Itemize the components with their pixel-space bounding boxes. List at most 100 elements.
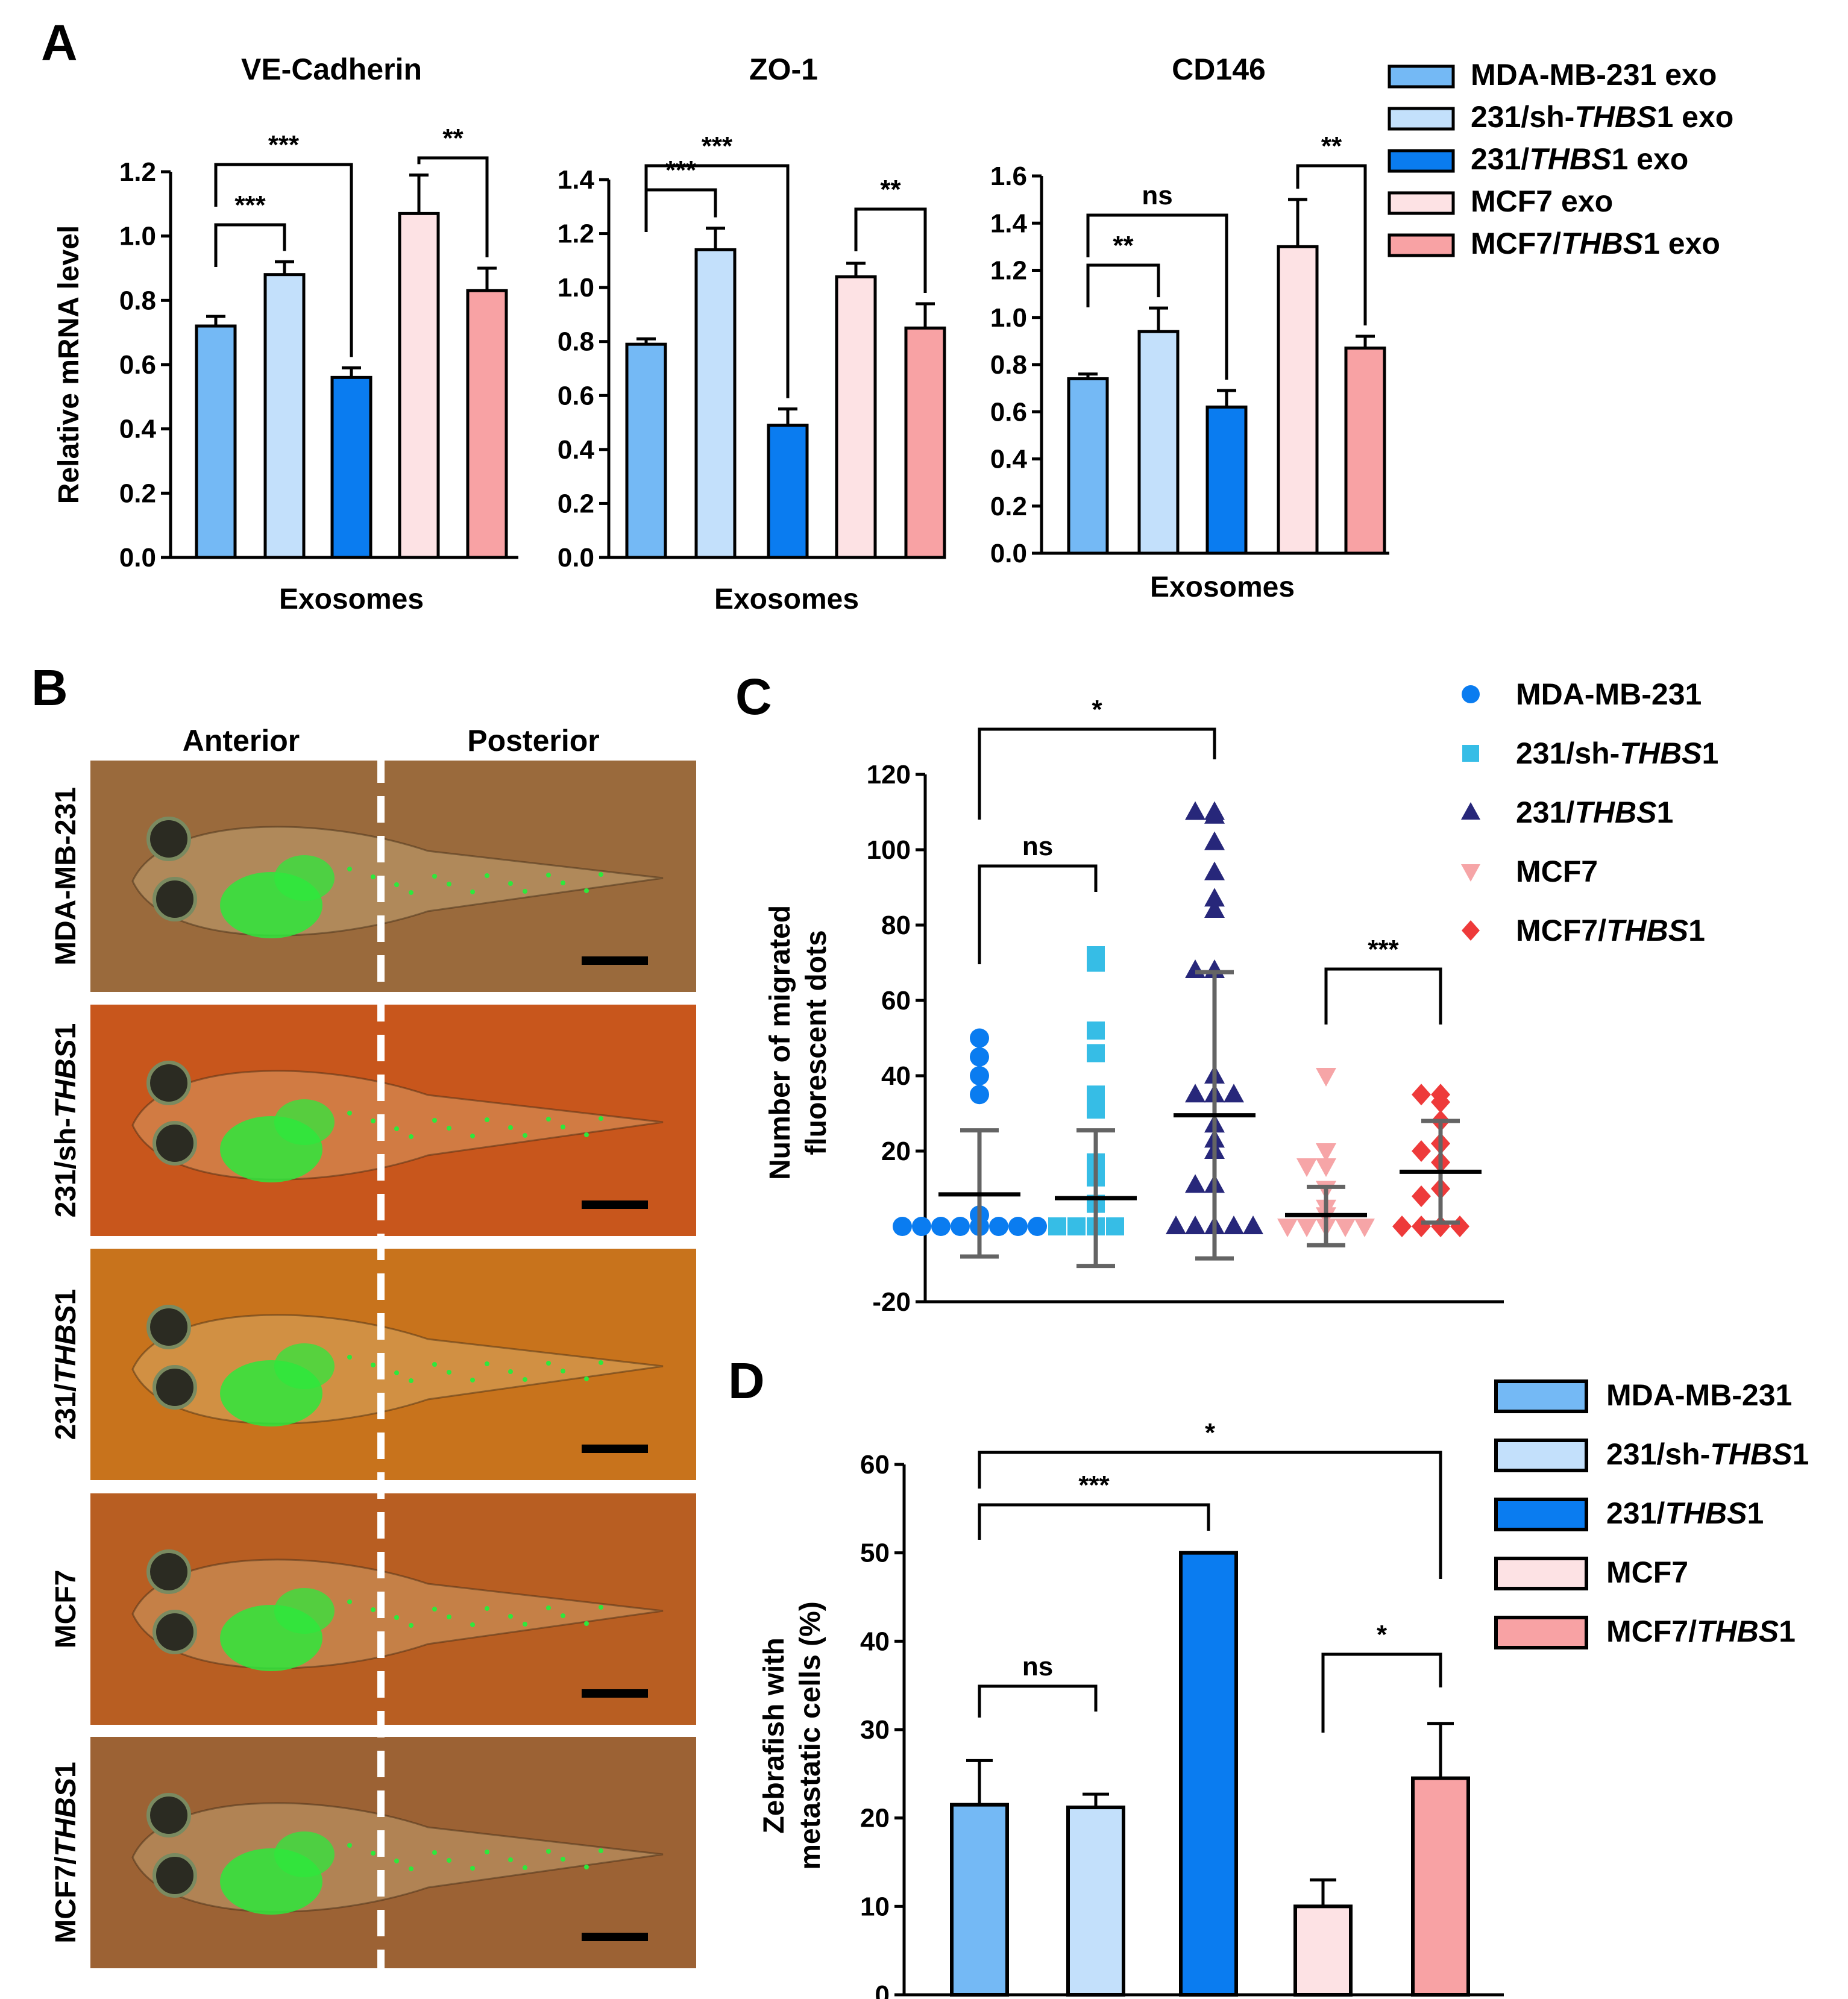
zebrafish-eye: [146, 1061, 191, 1105]
fluorescent-dot: [523, 1133, 527, 1138]
zebrafish-eye: [146, 1305, 191, 1349]
fluorescent-dot: [409, 1866, 413, 1871]
legend-label: MDA-MB-231 exo: [1471, 58, 1717, 92]
significance-bracket: [644, 164, 790, 398]
panel-letter-c: C: [735, 668, 772, 725]
significance-label: ns: [1022, 832, 1053, 861]
bar-1: [950, 1803, 1009, 1997]
bar-1: [195, 324, 237, 559]
zebrafish-eye: [146, 1549, 191, 1594]
fluorescent-dot: [371, 874, 376, 879]
fluorescent-dot: [584, 1621, 589, 1626]
y-axis-title: Number of migrated: [764, 905, 796, 1180]
y-tick-label: 60: [881, 986, 911, 1015]
bar-2: [263, 273, 306, 559]
y-axis-title: fluorescent dots: [800, 930, 832, 1155]
fluorescent-dot: [523, 1865, 527, 1870]
fluorescent-dot: [584, 1865, 589, 1869]
y-tick-label: 1.4: [990, 209, 1028, 238]
data-point: [1316, 1158, 1336, 1177]
legend-label: MCF7/THBS1 exo: [1471, 227, 1720, 260]
fluorescent-cells: [274, 1099, 335, 1145]
x-axis-title: Exosomes: [714, 583, 859, 615]
y-tick-label: 1.4: [558, 165, 595, 195]
significance-bracket: [978, 727, 1216, 820]
micrograph-image: [90, 761, 696, 992]
fluorescent-dot: [485, 1606, 489, 1611]
header-posterior: Posterior: [467, 724, 600, 758]
fluorescent-dot: [432, 1850, 437, 1855]
y-tick-label: 0.4: [558, 435, 595, 465]
chart-zo-1: 0.00.20.40.60.81.01.21.4ZO-1Exosomes****…: [558, 52, 946, 615]
fluorescent-dot: [470, 1866, 475, 1871]
y-tick-label: 80: [881, 911, 911, 940]
data-point: [1185, 1174, 1205, 1193]
fluorescent-dot: [523, 1377, 527, 1382]
data-point: [1067, 1217, 1086, 1235]
row-label: MCF7/THBS1: [50, 1762, 82, 1943]
significance-bracket: [1321, 1652, 1442, 1733]
y-tick-label: 20: [881, 1137, 911, 1166]
legend-panel-a: MDA-MB-231 exo 231/sh-THBS1 exo 231/THBS1 …: [1388, 58, 1733, 260]
fluorescent-dot: [394, 882, 399, 887]
fluorescent-dot: [546, 1361, 551, 1366]
significance-bracket: [978, 1451, 1442, 1579]
data-point: [951, 1217, 970, 1236]
bar-1: [625, 342, 667, 559]
row-label: MDA-MB-231: [50, 787, 82, 965]
legend-swatch: [1388, 233, 1455, 257]
y-tick-label: 0.6: [990, 397, 1027, 427]
fluorescent-dot: [432, 1118, 437, 1123]
y-tick-label: 0.4: [990, 445, 1028, 474]
zebrafish-eye: [146, 817, 191, 861]
fluorescent-dot: [599, 1360, 603, 1365]
bar-4: [398, 212, 440, 559]
legend-label: MDA-MB-231: [1606, 1378, 1792, 1412]
y-tick-label: 10: [860, 1892, 890, 1921]
fluorescent-dot: [371, 1363, 376, 1367]
data-point: [1204, 899, 1225, 918]
data-point: [1204, 861, 1225, 880]
y-tick-label: 1.2: [119, 157, 156, 187]
micrograph-image: [90, 1249, 696, 1480]
data-point: [1296, 1158, 1317, 1177]
data-point: [1008, 1217, 1028, 1236]
data-point: [970, 1066, 989, 1085]
fluorescent-dot: [347, 867, 352, 871]
bar-2: [1066, 1806, 1125, 1997]
data-point: [1224, 1084, 1244, 1103]
data-point: [1204, 888, 1225, 907]
legend-marker: [1462, 745, 1479, 762]
data-point: [1450, 1216, 1469, 1237]
chart-title: VE-Cadherin: [241, 52, 422, 86]
chart-title: ZO-1: [749, 52, 818, 86]
fluorescent-dot: [508, 881, 513, 886]
bar-4: [1277, 245, 1319, 555]
y-tick-label: 0.8: [119, 286, 156, 315]
micrograph-row: [90, 761, 696, 992]
significance-label: ***: [268, 130, 300, 160]
y-tick-label: 60: [860, 1450, 890, 1480]
significance-label: **: [1113, 231, 1134, 260]
data-point: [1185, 1084, 1205, 1103]
chart-migrated-dots: -20020406080100120Number of migratedfluo…: [764, 695, 1504, 1317]
y-tick-label: 0.0: [558, 543, 594, 573]
data-point: [1431, 1091, 1450, 1113]
chart-ve-cadherin: 0.0 0.2 0.4 0.6 0.8 1.0 1.2 VE-Cadherin Exosomes…: [53, 52, 518, 615]
significance-bracket: [978, 1503, 1210, 1540]
fluorescent-dot: [561, 1369, 565, 1373]
micrograph-image: [90, 1493, 696, 1725]
legend-swatch: [1388, 149, 1455, 173]
legend-label: 231/THBS1 exo: [1471, 142, 1688, 176]
fluorescent-dot: [485, 1850, 489, 1854]
fluorescent-dot: [599, 1116, 603, 1121]
fluorescent-dot: [347, 1599, 352, 1604]
fluorescent-dot: [546, 1117, 551, 1122]
fluorescent-dot: [394, 1126, 399, 1131]
significance-bracket: [1086, 263, 1160, 307]
scale-bar: [582, 1689, 648, 1698]
significance-label: ns: [1022, 1652, 1053, 1681]
legend-label: MDA-MB-231: [1516, 677, 1702, 711]
significance-label: *: [1205, 1418, 1216, 1448]
y-tick-label: 0.6: [119, 350, 156, 380]
